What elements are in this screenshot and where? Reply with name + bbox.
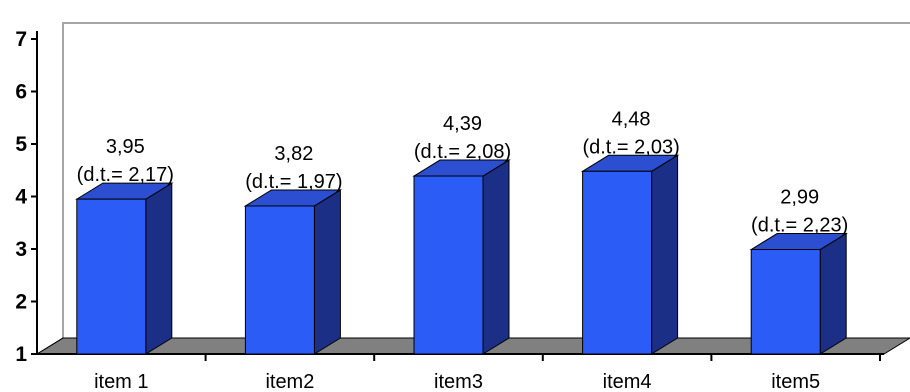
bar-side xyxy=(651,154,679,355)
y-tick-label: 2 xyxy=(15,291,27,314)
x-category-label: item 1 xyxy=(94,371,148,392)
data-sd-label: (d.t.= 2,17) xyxy=(77,164,174,186)
bar-front xyxy=(582,170,653,355)
back-wall-edge xyxy=(62,22,910,338)
data-labels: 3,95 (d.t.= 2,17) 3,82 (d.t.= 1,97) 4,39 (d.t… xyxy=(77,108,849,236)
y-tick-label: 4 xyxy=(15,186,27,209)
x-category-label: item4 xyxy=(603,371,652,392)
data-value-label: 3,82 xyxy=(274,143,313,165)
chart-back-wall xyxy=(62,22,910,338)
bar xyxy=(412,159,511,355)
data-value-label: 4,48 xyxy=(612,108,651,130)
bar-front xyxy=(76,198,147,355)
data-value-label: 4,39 xyxy=(443,113,482,135)
bar-side xyxy=(819,232,847,355)
bar-front xyxy=(244,205,315,355)
bar xyxy=(75,182,174,355)
y-tick-label: 3 xyxy=(15,238,27,261)
bar-side xyxy=(145,182,173,355)
y-tick-label: 1 xyxy=(15,343,27,366)
bar-side xyxy=(313,189,341,355)
bar xyxy=(243,189,343,355)
data-sd-label: (d.t.= 2,23) xyxy=(751,215,848,237)
y-tick-label: 5 xyxy=(15,133,27,156)
depth-axis-line xyxy=(36,337,64,355)
bars xyxy=(75,154,848,355)
y-axis-ticks: 1 2 3 4 5 6 7 xyxy=(15,28,37,366)
bar xyxy=(749,232,848,355)
y-tick-label: 7 xyxy=(15,28,27,51)
data-sd-label: (d.t.= 2,03) xyxy=(582,136,679,158)
x-category-label: item2 xyxy=(265,371,314,392)
bar-front xyxy=(750,249,821,355)
x-axis-labels: item 1 item2 item3 item4 item5 xyxy=(94,371,820,392)
bar-side xyxy=(482,159,510,355)
data-value-label: 2,99 xyxy=(780,187,819,209)
y-tick-label: 6 xyxy=(15,81,27,104)
data-sd-label: (d.t.= 1,97) xyxy=(245,171,342,193)
bar xyxy=(580,154,680,355)
x-category-label: item5 xyxy=(771,371,820,392)
data-value-label: 3,95 xyxy=(106,136,145,158)
x-category-label: item3 xyxy=(434,371,483,392)
data-sd-label: (d.t.= 2,08) xyxy=(414,141,511,163)
bar-front xyxy=(413,175,484,355)
